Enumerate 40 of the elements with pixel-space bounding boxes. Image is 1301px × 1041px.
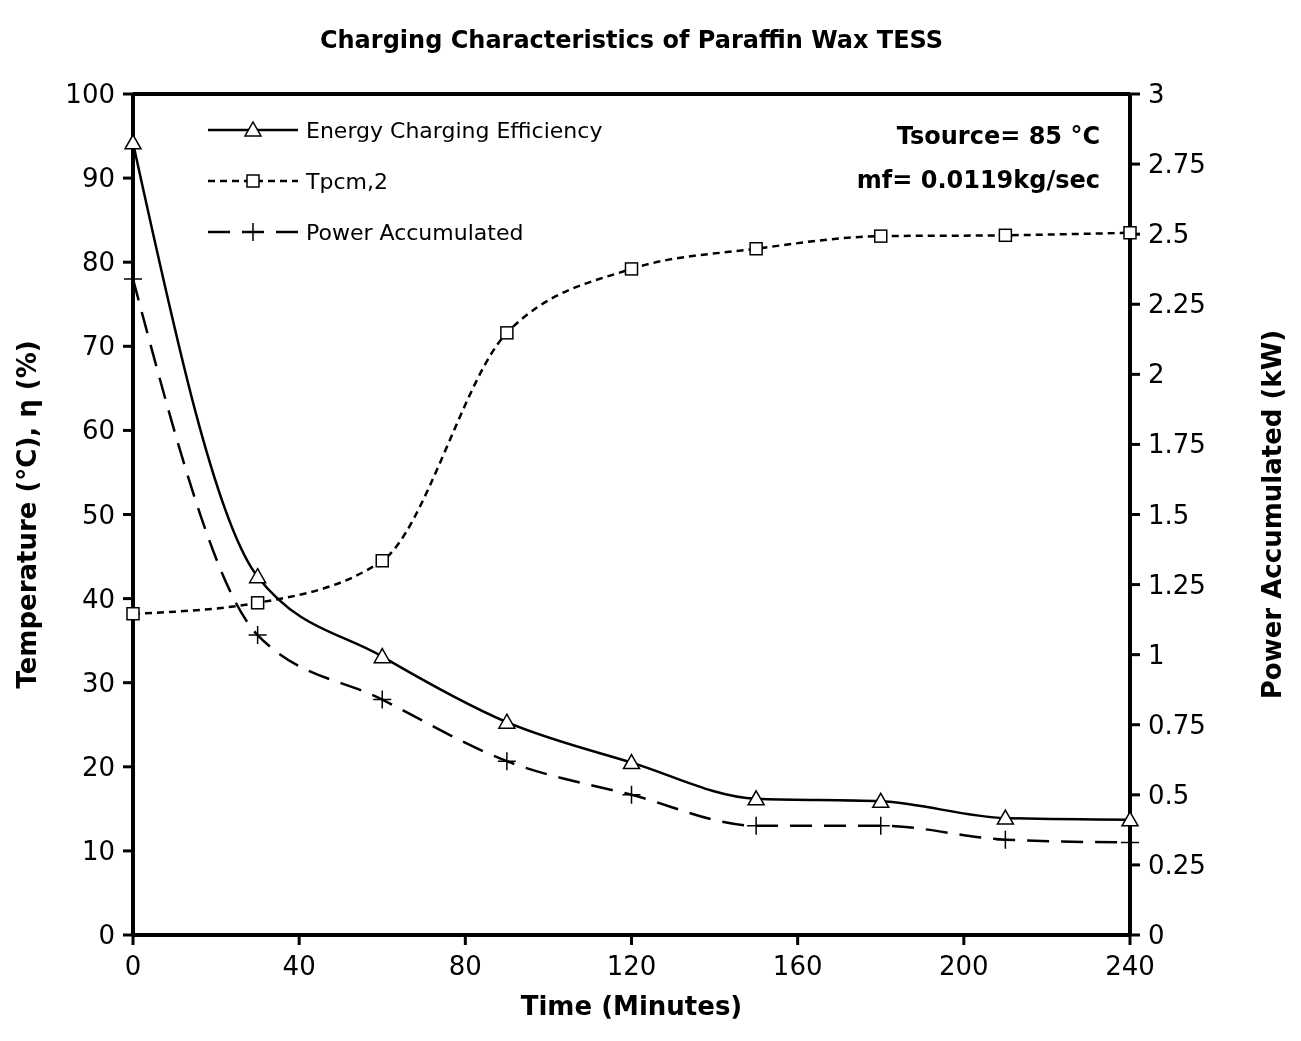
- y-tick-label: 40: [81, 583, 115, 614]
- y2-tick-label: 1.25: [1148, 569, 1206, 600]
- y-tick-label: 70: [81, 331, 115, 362]
- annotation: mf= 0.0119kg/sec: [856, 166, 1100, 194]
- y2-tick-label: 0: [1148, 920, 1165, 950]
- legend-label: Energy Charging Efficiency: [306, 118, 603, 143]
- y2-tick-label: 1.75: [1148, 429, 1206, 460]
- y-tick-label: 90: [81, 163, 115, 194]
- x-tick-label: 120: [606, 951, 657, 981]
- y-axis-title: Temperature (°C), η (%): [12, 340, 42, 689]
- x-tick-label: 80: [448, 951, 482, 981]
- y-tick-label: 20: [81, 751, 115, 782]
- x-axis-title: Time (Minutes): [520, 991, 743, 1021]
- y2-tick-label: 0.5: [1148, 779, 1190, 810]
- y2-tick-label: 2.5: [1148, 219, 1190, 250]
- legend-label: Power Accumulated: [306, 220, 524, 245]
- y-tick-label: 10: [81, 835, 115, 866]
- y2-axis-title: Power Accumulated (kW): [1257, 329, 1287, 700]
- y2-tick-label: 0.25: [1148, 849, 1206, 880]
- y2-tick-label: 0.75: [1148, 709, 1206, 740]
- y2-tick-label: 1: [1148, 639, 1165, 670]
- x-tick-label: 0: [124, 951, 142, 981]
- x-tick-label: 160: [772, 951, 823, 981]
- y-tick-label: 50: [81, 499, 115, 530]
- y-tick-label: 80: [81, 247, 115, 278]
- y2-tick-label: 2: [1148, 359, 1165, 390]
- y-tick-label: 60: [81, 415, 115, 446]
- annotation: Tsource= 85 °C: [896, 122, 1100, 150]
- x-tick-label: 240: [1105, 951, 1155, 981]
- y2-tick-label: 2.75: [1148, 149, 1206, 180]
- legend-label: Tpcm,2: [305, 169, 388, 194]
- chart-title: Charging Characteristics of Paraffin Wax TESS: [319, 26, 944, 54]
- y2-tick-label: 3: [1148, 79, 1165, 109]
- y-tick-label: 100: [65, 79, 115, 109]
- x-tick-label: 40: [282, 951, 316, 981]
- y2-tick-label: 1.5: [1148, 499, 1190, 530]
- y-tick-label: 0: [98, 920, 115, 950]
- y-tick-label: 30: [81, 667, 115, 698]
- y2-tick-label: 2.25: [1148, 289, 1206, 320]
- x-tick-label: 200: [939, 951, 989, 981]
